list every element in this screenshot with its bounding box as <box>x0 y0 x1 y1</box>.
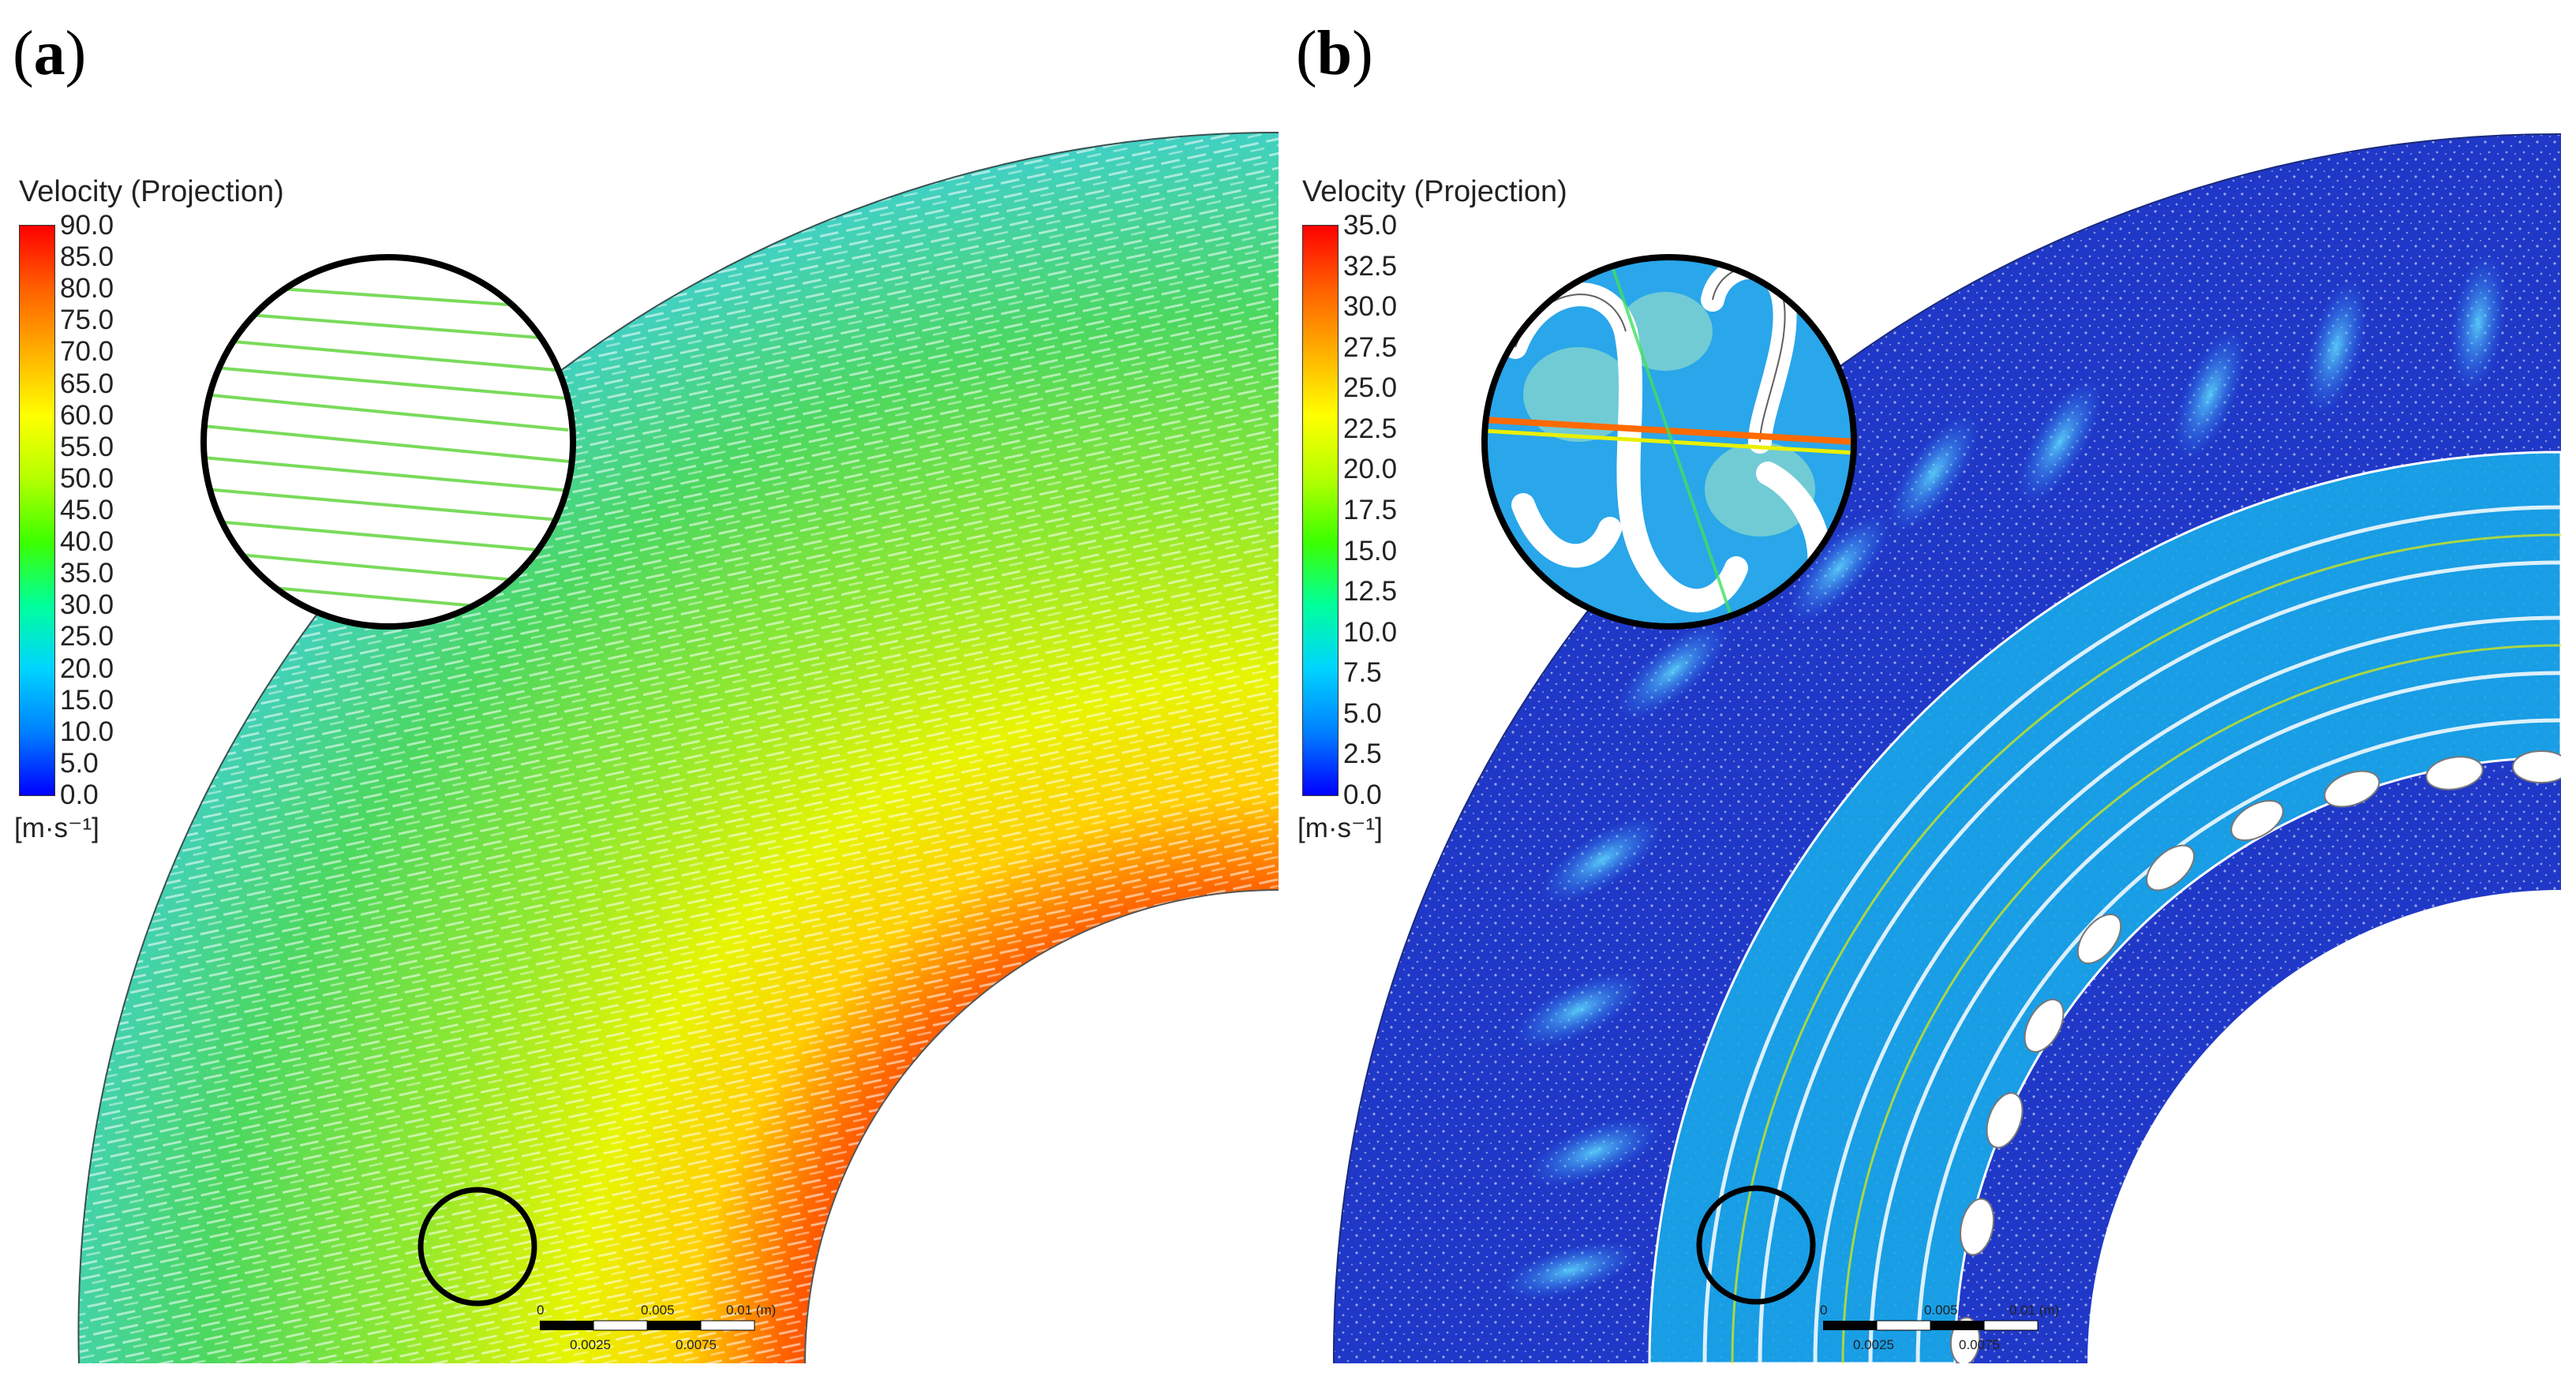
scale-b-4: 0.0075 <box>1959 1337 2000 1352</box>
panel-a-legend-title: Velocity (Projection) <box>19 175 284 208</box>
colorbar-tick: 30.0 <box>60 589 114 621</box>
colorbar-tick: 80.0 <box>60 273 114 305</box>
panel-b-colorbar <box>1302 225 1339 796</box>
colorbar-tick: 10.0 <box>60 716 114 747</box>
colorbar-tick: 40.0 <box>60 526 114 558</box>
panel-b-zoom-marker <box>1696 1185 1816 1305</box>
panel-a-unit: [m·s⁻¹] <box>14 813 99 843</box>
colorbar-tick: 20.0 <box>1343 454 1398 485</box>
scale-b-0: 0 <box>1820 1303 1827 1318</box>
colorbar-tick: 30.0 <box>1343 291 1398 323</box>
panel-b-flow-field <box>1332 133 2562 1364</box>
colorbar-tick: 65.0 <box>60 368 114 399</box>
colorbar-tick: 15.0 <box>1343 535 1398 566</box>
colorbar-tick: 20.0 <box>60 652 114 684</box>
colorbar-tick: 25.0 <box>1343 372 1398 404</box>
colorbar-tick: 85.0 <box>60 241 114 273</box>
colorbar-tick: 45.0 <box>60 495 114 525</box>
scale-a-2: 0.01 (m) <box>726 1303 776 1318</box>
colorbar-tick: 12.5 <box>1343 576 1398 608</box>
colorbar-tick: 35.0 <box>1343 210 1398 241</box>
colorbar-tick: 70.0 <box>60 336 114 368</box>
colorbar-tick: 90.0 <box>60 210 114 241</box>
panel-b-unit: [m·s⁻¹] <box>1297 813 1383 843</box>
colorbar-tick: 17.5 <box>1343 495 1398 525</box>
colorbar-tick: 2.5 <box>1343 738 1382 770</box>
colorbar-tick: 25.0 <box>60 621 114 652</box>
colorbar-tick: 32.5 <box>1343 250 1398 282</box>
scale-b-2: 0.01 (m) <box>2009 1303 2059 1318</box>
colorbar-tick: 22.5 <box>1343 413 1398 444</box>
colorbar-tick: 5.0 <box>60 747 99 779</box>
panel-a-label: (a) <box>13 19 87 88</box>
colorbar-tick: 27.5 <box>1343 331 1398 363</box>
panel-b-zoom-inset <box>1481 254 1857 630</box>
colorbar-tick: 5.0 <box>1343 697 1382 729</box>
scale-b-1: 0.005 <box>1924 1303 1958 1318</box>
colorbar-tick: 60.0 <box>60 399 114 431</box>
scale-a-1: 0.005 <box>641 1303 675 1318</box>
colorbar-tick: 10.0 <box>1343 616 1398 648</box>
colorbar-tick: 50.0 <box>60 462 114 494</box>
colorbar-tick: 7.5 <box>1343 657 1382 689</box>
colorbar-tick: 35.0 <box>60 558 114 589</box>
scale-a-0: 0 <box>537 1303 544 1318</box>
colorbar-tick: 0.0 <box>60 779 99 810</box>
panel-b-legend-title: Velocity (Projection) <box>1302 175 1567 208</box>
scale-b-3: 0.0025 <box>1853 1337 1894 1352</box>
panel-b-scale-bar: 0 0.005 0.01 (m) 0.0025 0.0075 <box>1820 1303 2059 1352</box>
colorbar-tick: 0.0 <box>1343 779 1382 810</box>
panel-a-colorbar <box>19 225 55 796</box>
scale-a-4: 0.0075 <box>676 1337 717 1352</box>
scale-a-3: 0.0025 <box>570 1337 611 1352</box>
colorbar-tick: 15.0 <box>60 684 114 716</box>
colorbar-tick: 55.0 <box>60 431 114 462</box>
panel-a-zoom-marker <box>417 1187 537 1307</box>
panel-a-scale-bar: 0 0.005 0.01 (m) 0.0025 0.0075 <box>537 1303 776 1352</box>
panel-b-label: (b) <box>1296 19 1373 88</box>
colorbar-tick: 75.0 <box>60 305 114 336</box>
panel-a-zoom-inset <box>200 254 576 630</box>
